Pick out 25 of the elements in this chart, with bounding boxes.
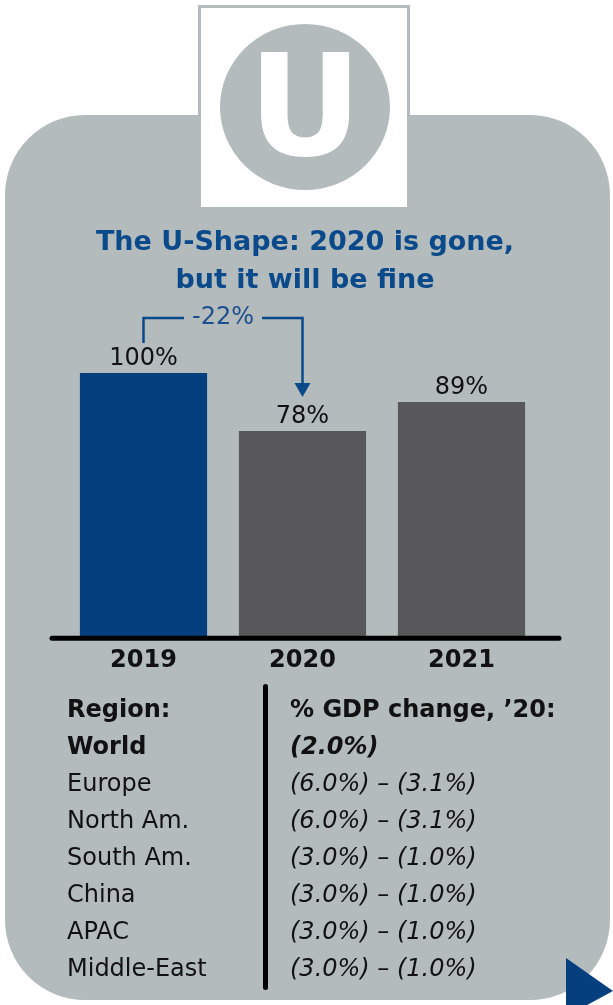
text: (3.0%) – (1.0%) [290,954,477,984]
x-tick-label: 2019 [110,644,177,673]
text: Region: [67,695,172,725]
data-label: 89% [434,372,489,401]
text: South Am. [67,843,193,873]
text: (6.0%) – (3.1%) [290,806,477,836]
text: North Am. [67,806,191,836]
text: (2.0%) [290,732,379,762]
text: (3.0%) – (1.0%) [290,843,477,873]
text: (3.0%) – (1.0%) [290,917,477,947]
text: % GDP change, ’20: [290,695,556,725]
text: -22% [191,302,255,331]
x-tick-label: 2020 [269,644,336,673]
chart-title: The U-Shape: 2020 is gone, but it will be fine [94,224,516,296]
text: (3.0%) – (1.0%) [290,880,477,910]
text: (6.0%) – (3.1%) [290,769,477,799]
text: APAC [67,917,131,947]
data-label: 100% [109,343,178,372]
text: Europe [67,769,153,799]
text: U [220,24,390,190]
data-label: 78% [275,401,330,430]
text: China [67,880,137,910]
x-tick-label: 2021 [428,644,495,673]
text: Middle-East [67,954,208,984]
text: World [67,732,148,762]
